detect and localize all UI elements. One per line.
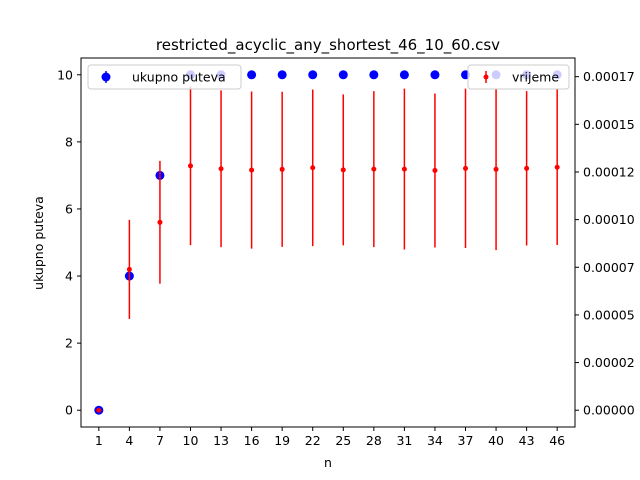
point-vrijeme xyxy=(157,219,163,225)
point-vrijeme xyxy=(249,167,255,173)
y-tick-label: 8 xyxy=(65,134,73,149)
legend-box xyxy=(87,64,242,90)
point-vrijeme xyxy=(401,166,407,172)
y-tick-label: 10 xyxy=(57,67,73,82)
x-tick-label: 19 xyxy=(274,433,290,448)
x-tick-label: 1 xyxy=(95,433,103,448)
y-tick-label: 6 xyxy=(65,201,73,216)
y-axis-label: ukupno puteva xyxy=(31,196,46,290)
y2-tick-label: 0.00015 xyxy=(583,117,635,132)
x-tick-label: 13 xyxy=(213,433,229,448)
legend-marker-swatch xyxy=(483,74,489,80)
legend-label: ukupno puteva xyxy=(132,70,226,85)
x-tick-label: 28 xyxy=(366,433,382,448)
point-vrijeme xyxy=(310,165,316,171)
legend-box xyxy=(467,64,570,90)
point-ukupno-puteva xyxy=(369,70,379,80)
x-tick-label: 37 xyxy=(458,433,474,448)
x-tick-label: 22 xyxy=(305,433,321,448)
legend-upper-left: ukupno puteva xyxy=(87,64,242,90)
point-vrijeme xyxy=(554,164,560,170)
point-vrijeme xyxy=(524,165,530,171)
plot-area: 1 4 7 10 13 16 19 22 25 28 31 34 37 40 43 4602468100.00… xyxy=(57,57,635,448)
x-tick-label: 10 xyxy=(183,433,199,448)
y2-tick-label: 0.00017 xyxy=(583,69,635,84)
y2-tick-label: 0.00000 xyxy=(583,403,635,418)
chart-title: restricted_acyclic_any_shortest_46_10_60… xyxy=(156,36,500,55)
point-vrijeme xyxy=(126,266,132,272)
y2-tick-label: 0.00007 xyxy=(583,260,635,275)
legend-label: vrijeme xyxy=(512,70,559,85)
point-ukupno-puteva xyxy=(308,70,318,80)
y2-tick-label: 0.00012 xyxy=(583,164,635,179)
point-vrijeme xyxy=(96,407,102,413)
plot-frame xyxy=(80,57,576,428)
x-tick-label: 4 xyxy=(125,433,133,448)
point-vrijeme xyxy=(218,166,224,172)
x-tick-label: 43 xyxy=(519,433,535,448)
x-tick-label: 40 xyxy=(488,433,504,448)
x-tick-label: 25 xyxy=(335,433,351,448)
y-tick-label: 0 xyxy=(65,403,73,418)
y-tick-label: 2 xyxy=(65,336,73,351)
point-vrijeme xyxy=(493,166,499,172)
point-ukupno-puteva xyxy=(430,70,440,80)
x-tick-label: 7 xyxy=(156,433,164,448)
y2-tick-label: 0.00010 xyxy=(583,212,635,227)
legend-marker-swatch xyxy=(101,72,111,82)
point-vrijeme xyxy=(463,165,469,171)
x-tick-label: 31 xyxy=(396,433,412,448)
point-vrijeme xyxy=(340,167,346,173)
x-axis-label: n xyxy=(324,455,332,470)
y2-tick-label: 0.00002 xyxy=(583,355,635,370)
point-vrijeme xyxy=(432,167,438,173)
point-ukupno-puteva xyxy=(399,70,409,80)
point-vrijeme xyxy=(371,166,377,172)
point-ukupno-puteva xyxy=(338,70,348,80)
point-ukupno-puteva xyxy=(247,70,257,80)
x-tick-label: 16 xyxy=(244,433,260,448)
y2-tick-label: 0.00005 xyxy=(583,307,635,322)
y-tick-label: 4 xyxy=(65,269,73,284)
point-ukupno-puteva xyxy=(277,70,287,80)
point-vrijeme xyxy=(187,163,193,169)
x-tick-label: 46 xyxy=(549,433,565,448)
x-tick-label: 34 xyxy=(427,433,443,448)
legend-upper-right: vrijeme xyxy=(467,64,570,90)
point-vrijeme xyxy=(279,166,285,172)
